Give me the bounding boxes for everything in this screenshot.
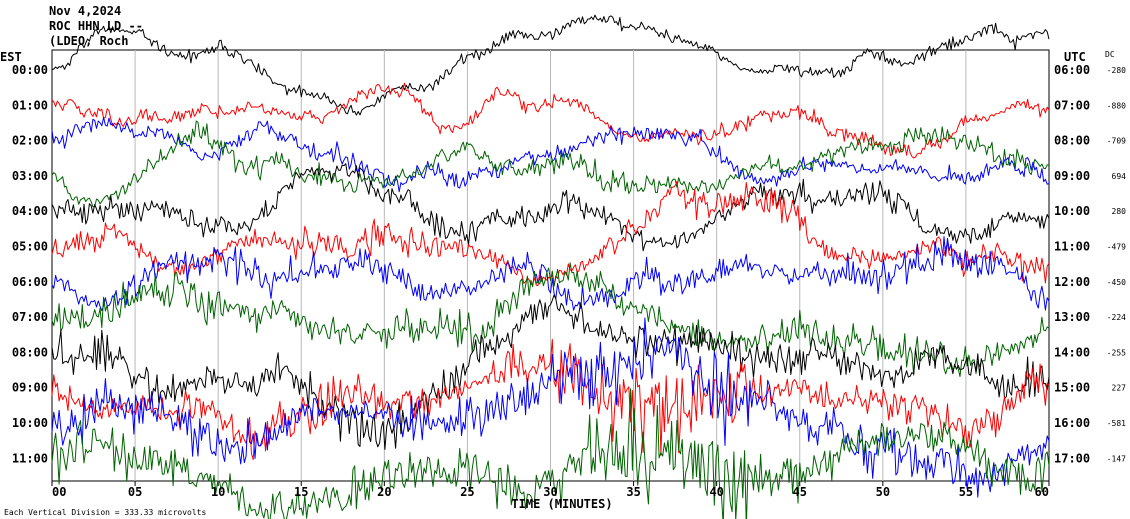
- x-tick-label: 05: [128, 485, 142, 499]
- x-tick-label: 60: [1035, 485, 1049, 499]
- dc-offset-label: -450: [1107, 278, 1126, 287]
- utc-hour-label: 07:00: [1054, 98, 1090, 112]
- est-hour-label: 05:00: [12, 240, 48, 254]
- utc-hour-label: 10:00: [1054, 204, 1090, 218]
- dc-offset-label: -147: [1107, 454, 1126, 463]
- trace-line: [51, 236, 1050, 312]
- x-tick-label: 10: [211, 485, 225, 499]
- utc-hour-label: 14:00: [1054, 345, 1090, 359]
- x-tick-label: 35: [626, 485, 640, 499]
- x-tick-label: 55: [959, 485, 973, 499]
- trace-line: [51, 294, 1050, 450]
- trace-line: [51, 116, 1050, 193]
- x-tick-label: 15: [294, 485, 308, 499]
- x-axis-title: TIME (MINUTES): [511, 497, 612, 511]
- dc-offset-label: -280: [1107, 66, 1126, 75]
- dc-offset-label: -224: [1107, 313, 1126, 322]
- est-axis-title: EST: [0, 50, 22, 64]
- utc-hour-label: 12:00: [1054, 275, 1090, 289]
- est-hour-label: 04:00: [12, 204, 48, 218]
- x-tick-label: 45: [793, 485, 807, 499]
- dc-offset-label: -880: [1107, 101, 1126, 110]
- est-hour-label: 07:00: [12, 310, 48, 324]
- dc-axis-title: DC: [1105, 50, 1115, 59]
- utc-hour-label: 13:00: [1054, 310, 1090, 324]
- trace-line: [51, 14, 1050, 116]
- dc-offset-label: -479: [1107, 243, 1126, 252]
- utc-hour-label: 15:00: [1054, 381, 1090, 395]
- est-hour-label: 10:00: [12, 416, 48, 430]
- dc-offset-label: -255: [1107, 348, 1126, 357]
- chart-date: Nov 4,2024: [49, 4, 122, 18]
- scale-note: Each Vertical Division = 333.33 microvol…: [4, 508, 206, 517]
- est-hour-label: 03:00: [12, 169, 48, 183]
- grid-lines: [51, 49, 1050, 486]
- utc-axis-title: UTC: [1064, 50, 1086, 64]
- est-hour-label: 02:00: [12, 134, 48, 148]
- dc-offset-label: 694: [1112, 172, 1127, 181]
- x-tick-label: 40: [709, 485, 723, 499]
- est-hour-label: 08:00: [12, 345, 48, 359]
- utc-hour-label: 06:00: [1054, 63, 1090, 77]
- est-hour-label: 01:00: [12, 98, 48, 112]
- est-hour-label: 00:00: [12, 63, 48, 77]
- trace-line: [51, 82, 1050, 159]
- trace-line: [51, 120, 1050, 208]
- dc-offset-label: 280: [1112, 207, 1127, 216]
- utc-hour-label: 11:00: [1054, 240, 1090, 254]
- utc-hour-label: 16:00: [1054, 416, 1090, 430]
- trace-line: [51, 338, 1050, 461]
- dc-offset-label: -581: [1107, 419, 1126, 428]
- utc-hour-label: 17:00: [1054, 451, 1090, 465]
- trace-line: [51, 388, 1050, 519]
- dc-offset-label: -709: [1107, 137, 1126, 146]
- trace-line: [51, 163, 1050, 252]
- trace-line: [51, 317, 1050, 498]
- est-hour-label: 11:00: [12, 451, 48, 465]
- seismic-traces: [51, 14, 1050, 519]
- x-tick-label: 20: [377, 485, 391, 499]
- est-hour-label: 06:00: [12, 275, 48, 289]
- dc-offset-label: 227: [1112, 384, 1127, 393]
- trace-line: [51, 262, 1050, 378]
- x-tick-label: 00: [52, 485, 66, 499]
- axis-labels: 00 05 10 15 20 25 30 35 40 45 50 55 60 TIME (MINUTES)…: [0, 50, 1126, 517]
- x-tick-label: 30: [543, 485, 557, 499]
- x-tick-label: 25: [460, 485, 474, 499]
- utc-hour-label: 08:00: [1054, 134, 1090, 148]
- est-hour-label: 09:00: [12, 381, 48, 395]
- x-tick-label: 50: [876, 485, 890, 499]
- utc-hour-label: 09:00: [1054, 169, 1090, 183]
